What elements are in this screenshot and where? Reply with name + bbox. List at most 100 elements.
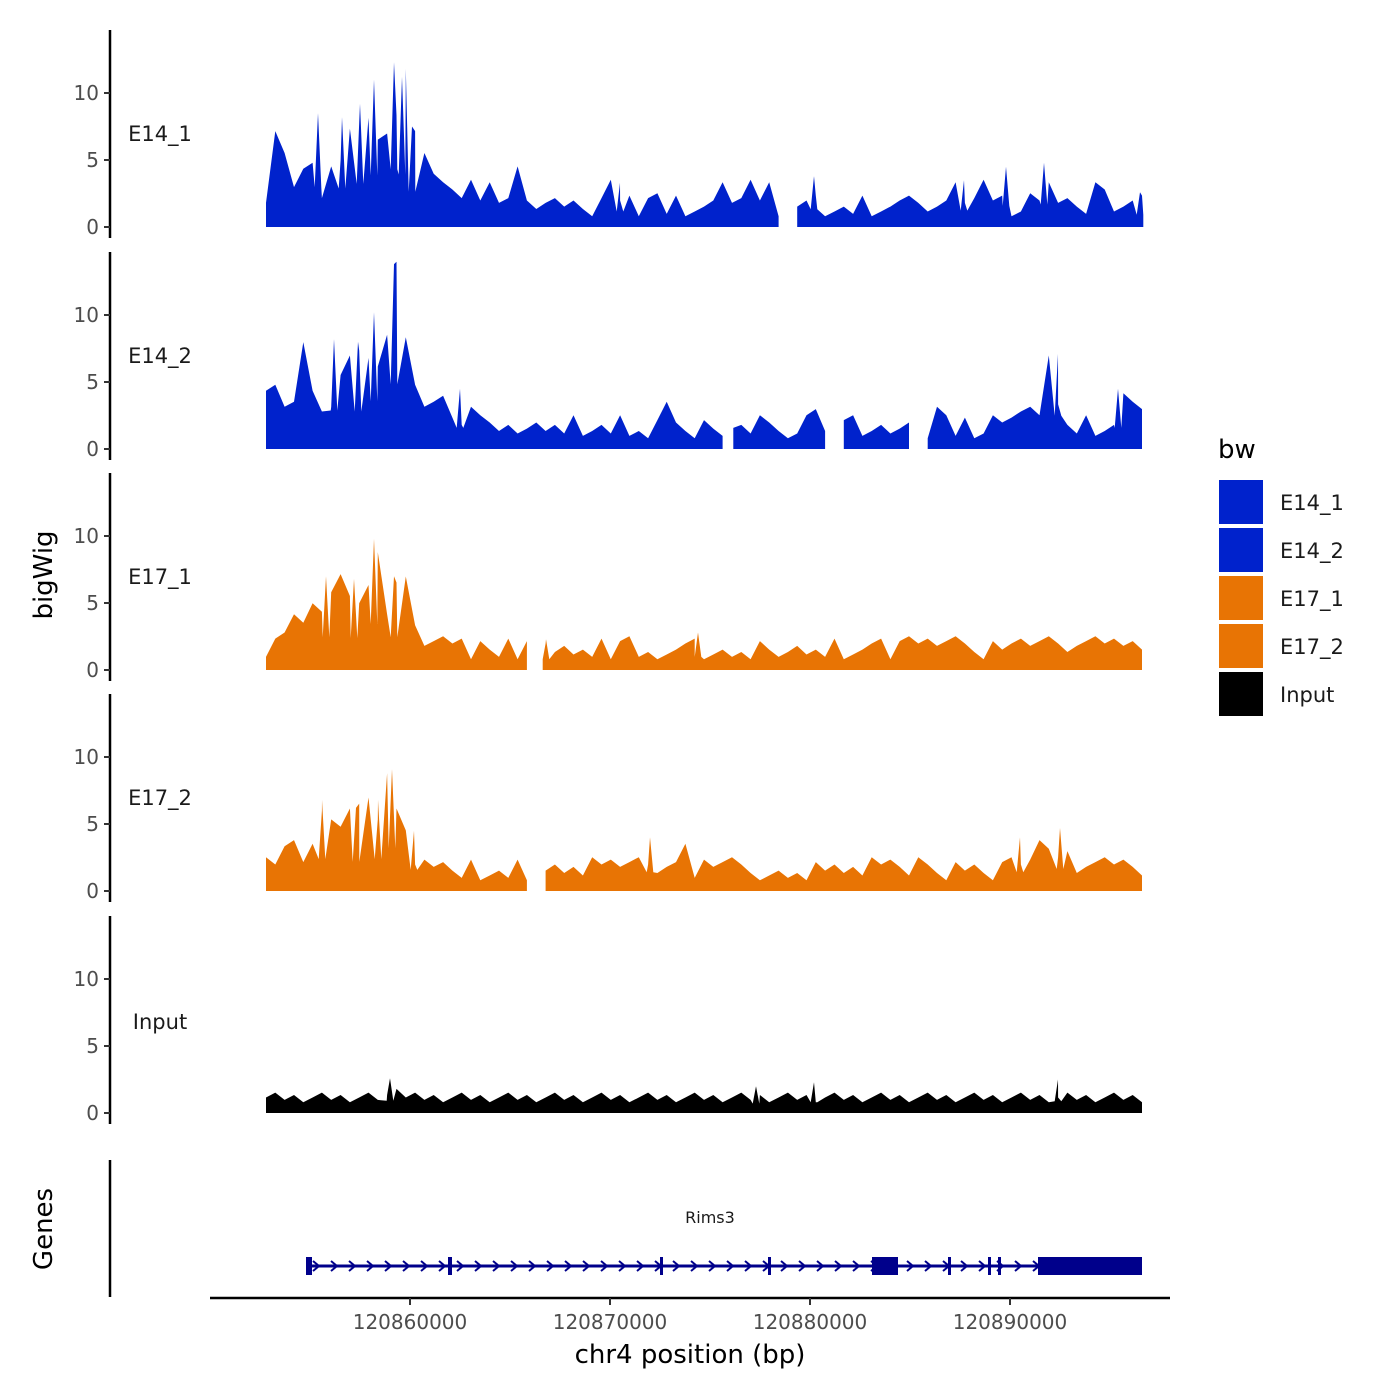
genes-panel bbox=[108, 1160, 1142, 1297]
strand-arrow bbox=[510, 1260, 519, 1272]
strand-arrow bbox=[744, 1260, 753, 1272]
strand-arrow bbox=[438, 1260, 447, 1272]
track-E14_1: 0 5 10 E14_1 bbox=[74, 30, 1144, 239]
strand-arrow bbox=[402, 1260, 411, 1272]
strand-arrow bbox=[618, 1260, 627, 1272]
signal-area-E17_1 bbox=[542, 632, 1142, 670]
legend-label-E14_1: E14_1 bbox=[1280, 491, 1344, 516]
y-axis-title: bigWig bbox=[29, 530, 59, 619]
strand-arrow bbox=[978, 1260, 987, 1272]
y-tick-label: 10 bbox=[74, 81, 99, 105]
strand-arrow bbox=[924, 1260, 933, 1272]
signal-area-E14_1 bbox=[797, 162, 1144, 227]
legend-label-Input: Input bbox=[1280, 683, 1334, 707]
legend-swatch-Input bbox=[1219, 672, 1263, 716]
legend-label-E17_2: E17_2 bbox=[1280, 635, 1344, 660]
gene-exon bbox=[872, 1257, 898, 1275]
strand-arrow bbox=[780, 1260, 789, 1272]
track-label: E17_2 bbox=[128, 786, 192, 811]
y-tick-label: 0 bbox=[86, 1101, 99, 1125]
track-Input: 0 5 10 Input bbox=[74, 916, 1142, 1125]
x-axis: 120860000 120870000 120880000 120890000 bbox=[210, 1296, 1170, 1334]
track-label: Input bbox=[133, 1010, 187, 1034]
signal-area-E14_2 bbox=[927, 353, 1142, 449]
strand-arrow bbox=[546, 1260, 555, 1272]
y-tick-label: 5 bbox=[86, 812, 99, 836]
strand-arrow bbox=[330, 1260, 339, 1272]
gene-exon bbox=[448, 1257, 452, 1275]
legend: bw E14_1 E14_2 E17_1 E17_2 Input bbox=[1218, 435, 1344, 716]
tracks-group: 0 5 10 E14_1 0 5 10 E14_2 0 5 10 E17_1 0 5 10 E17_2 0 5 10… bbox=[74, 30, 1144, 1125]
signal-area-E17_2 bbox=[266, 769, 527, 891]
strand-arrow bbox=[456, 1260, 465, 1272]
legend-title: bw bbox=[1218, 435, 1256, 465]
strand-arrow bbox=[366, 1260, 375, 1272]
track-E17_1: 0 5 10 E17_1 bbox=[74, 473, 1142, 682]
x-tick-label: 120870000 bbox=[553, 1310, 668, 1334]
strand-arrow bbox=[816, 1260, 825, 1272]
strand-arrow bbox=[960, 1260, 969, 1272]
strand-arrow bbox=[600, 1260, 609, 1272]
y-tick-label: 0 bbox=[86, 215, 99, 239]
legend-label-E14_2: E14_2 bbox=[1280, 539, 1344, 564]
legend-swatch-E17_2 bbox=[1219, 624, 1263, 668]
strand-arrow bbox=[906, 1260, 915, 1272]
gene-exon bbox=[998, 1257, 1001, 1275]
x-tick-label: 120890000 bbox=[953, 1310, 1068, 1334]
strand-arrow bbox=[312, 1260, 321, 1272]
strand-arrow bbox=[474, 1260, 483, 1272]
strand-arrow bbox=[348, 1260, 357, 1272]
strand-arrow bbox=[582, 1260, 591, 1272]
y-tick-label: 0 bbox=[86, 437, 99, 461]
track-label: E14_1 bbox=[128, 122, 192, 147]
x-tick-label: 120880000 bbox=[753, 1310, 868, 1334]
signal-area-Input bbox=[266, 1078, 1142, 1113]
strand-arrow bbox=[726, 1260, 735, 1272]
track-E17_2: 0 5 10 E17_2 bbox=[74, 694, 1142, 903]
y-tick-label: 10 bbox=[74, 303, 99, 327]
y-tick-label: 10 bbox=[74, 745, 99, 769]
y-tick-label: 0 bbox=[86, 879, 99, 903]
y-tick-label: 5 bbox=[86, 1034, 99, 1058]
signal-area-E17_2 bbox=[545, 828, 1142, 891]
strand-arrow bbox=[798, 1260, 807, 1272]
gene-exon bbox=[1038, 1257, 1142, 1275]
track-E14_2: 0 5 10 E14_2 bbox=[74, 252, 1142, 461]
strand-arrow bbox=[636, 1260, 645, 1272]
signal-area-E14_1 bbox=[266, 62, 779, 228]
track-label: E17_1 bbox=[128, 565, 192, 590]
gene-exon bbox=[660, 1257, 663, 1275]
strand-arrow bbox=[492, 1260, 501, 1272]
gene-exon bbox=[768, 1257, 771, 1275]
y-tick-label: 5 bbox=[86, 591, 99, 615]
strand-arrow bbox=[1014, 1260, 1023, 1272]
x-axis-title: chr4 position (bp) bbox=[575, 1340, 806, 1370]
gene-exon bbox=[306, 1257, 312, 1275]
y-tick-label: 5 bbox=[86, 370, 99, 394]
gene-name-label: Rims3 bbox=[685, 1208, 735, 1227]
y-tick-label: 5 bbox=[86, 148, 99, 172]
legend-label-E17_1: E17_1 bbox=[1280, 587, 1344, 612]
legend-swatch-E17_1 bbox=[1219, 576, 1263, 620]
signal-area-E14_2 bbox=[733, 409, 826, 449]
strand-arrow bbox=[564, 1260, 573, 1272]
strand-arrow bbox=[384, 1260, 393, 1272]
signal-area-E14_2 bbox=[843, 415, 909, 449]
legend-swatch-E14_1 bbox=[1219, 480, 1263, 524]
strand-arrow bbox=[420, 1260, 429, 1272]
y-tick-label: 10 bbox=[74, 524, 99, 548]
signal-area-E17_1 bbox=[266, 538, 527, 670]
signal-area-E14_2 bbox=[266, 261, 723, 449]
strand-arrow bbox=[834, 1260, 843, 1272]
strand-arrow bbox=[690, 1260, 699, 1272]
strand-arrow bbox=[672, 1260, 681, 1272]
x-tick-label: 120860000 bbox=[353, 1310, 468, 1334]
strand-arrow bbox=[708, 1260, 717, 1272]
y-tick-label: 0 bbox=[86, 658, 99, 682]
gene-exon bbox=[948, 1257, 951, 1275]
y-tick-label: 10 bbox=[74, 967, 99, 991]
track-label: E14_2 bbox=[128, 344, 192, 369]
strand-arrow bbox=[852, 1260, 861, 1272]
strand-arrow bbox=[528, 1260, 537, 1272]
